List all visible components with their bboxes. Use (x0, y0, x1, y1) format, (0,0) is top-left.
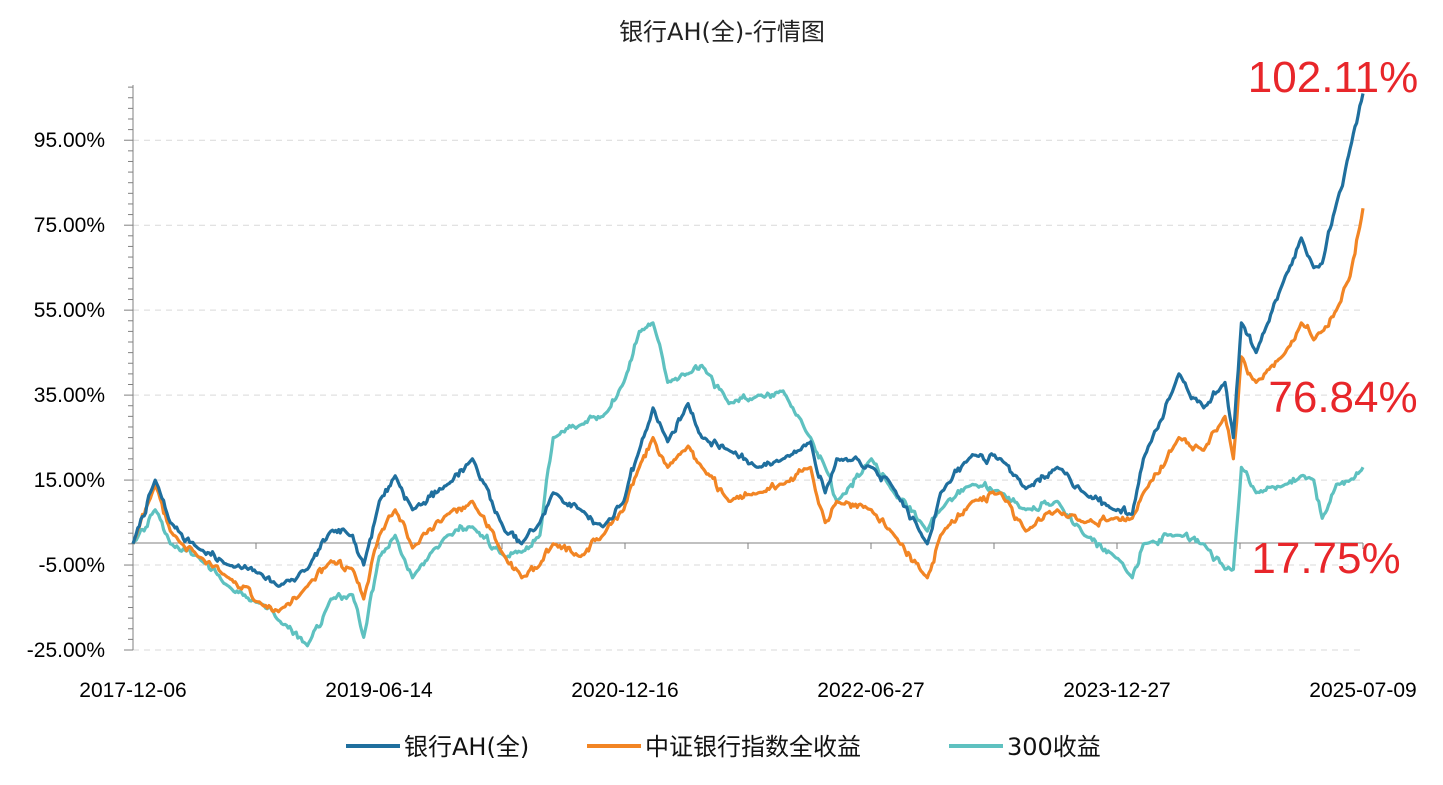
x-tick-label: 2022-06-27 (817, 679, 924, 702)
series-layer (131, 93, 1365, 648)
legend: 银行AH(全) 中证银行指数全收益 300收益 (346, 733, 1101, 761)
y-tick-label: -5.00% (38, 554, 105, 577)
y-tick-label: 15.00% (34, 469, 105, 492)
grid-layer (133, 139, 1363, 651)
axis-layer: 95.00% 75.00% 55.00% 35.00% 15.00% -5.00% -25.… (27, 85, 1417, 702)
x-tick-label: 2023-12-27 (1063, 679, 1170, 702)
y-tick-label: 95.00% (34, 129, 105, 152)
end-value-label: 17.75% (1251, 534, 1400, 583)
x-tick-label: 2025-07-09 (1309, 679, 1416, 702)
legend-label: 银行AH(全) (404, 733, 529, 761)
legend-label: 中证银行指数全收益 (645, 733, 861, 761)
end-value-label: 76.84% (1268, 373, 1417, 422)
series-line-2 (131, 321, 1365, 648)
series-line-1 (131, 207, 1365, 614)
y-tick-label: 35.00% (34, 384, 105, 407)
x-tick-label: 2017-12-06 (79, 679, 186, 702)
end-value-label: 102.11% (1248, 53, 1418, 102)
y-tick-label: 55.00% (34, 299, 105, 322)
end-label-layer: 17.75% 76.84% 102.11% (1248, 53, 1418, 583)
chart-title: 银行AH(全)-行情图 (619, 18, 825, 46)
x-tick-label: 2020-12-16 (571, 679, 678, 702)
x-tick-label: 2019-06-14 (325, 679, 433, 702)
y-tick-label: 75.00% (34, 214, 105, 237)
legend-label: 300收益 (1007, 733, 1101, 761)
y-tick-label: -25.00% (27, 639, 105, 662)
series-line-0 (131, 93, 1365, 588)
